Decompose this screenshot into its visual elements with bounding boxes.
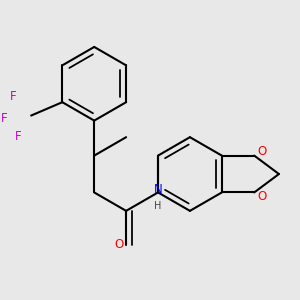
Text: F: F <box>10 90 17 103</box>
Text: F: F <box>15 130 22 143</box>
Text: O: O <box>258 145 267 158</box>
Text: F: F <box>1 112 8 124</box>
Text: O: O <box>258 190 267 203</box>
Text: O: O <box>114 238 124 251</box>
Text: N: N <box>154 183 162 196</box>
Text: H: H <box>154 201 162 211</box>
